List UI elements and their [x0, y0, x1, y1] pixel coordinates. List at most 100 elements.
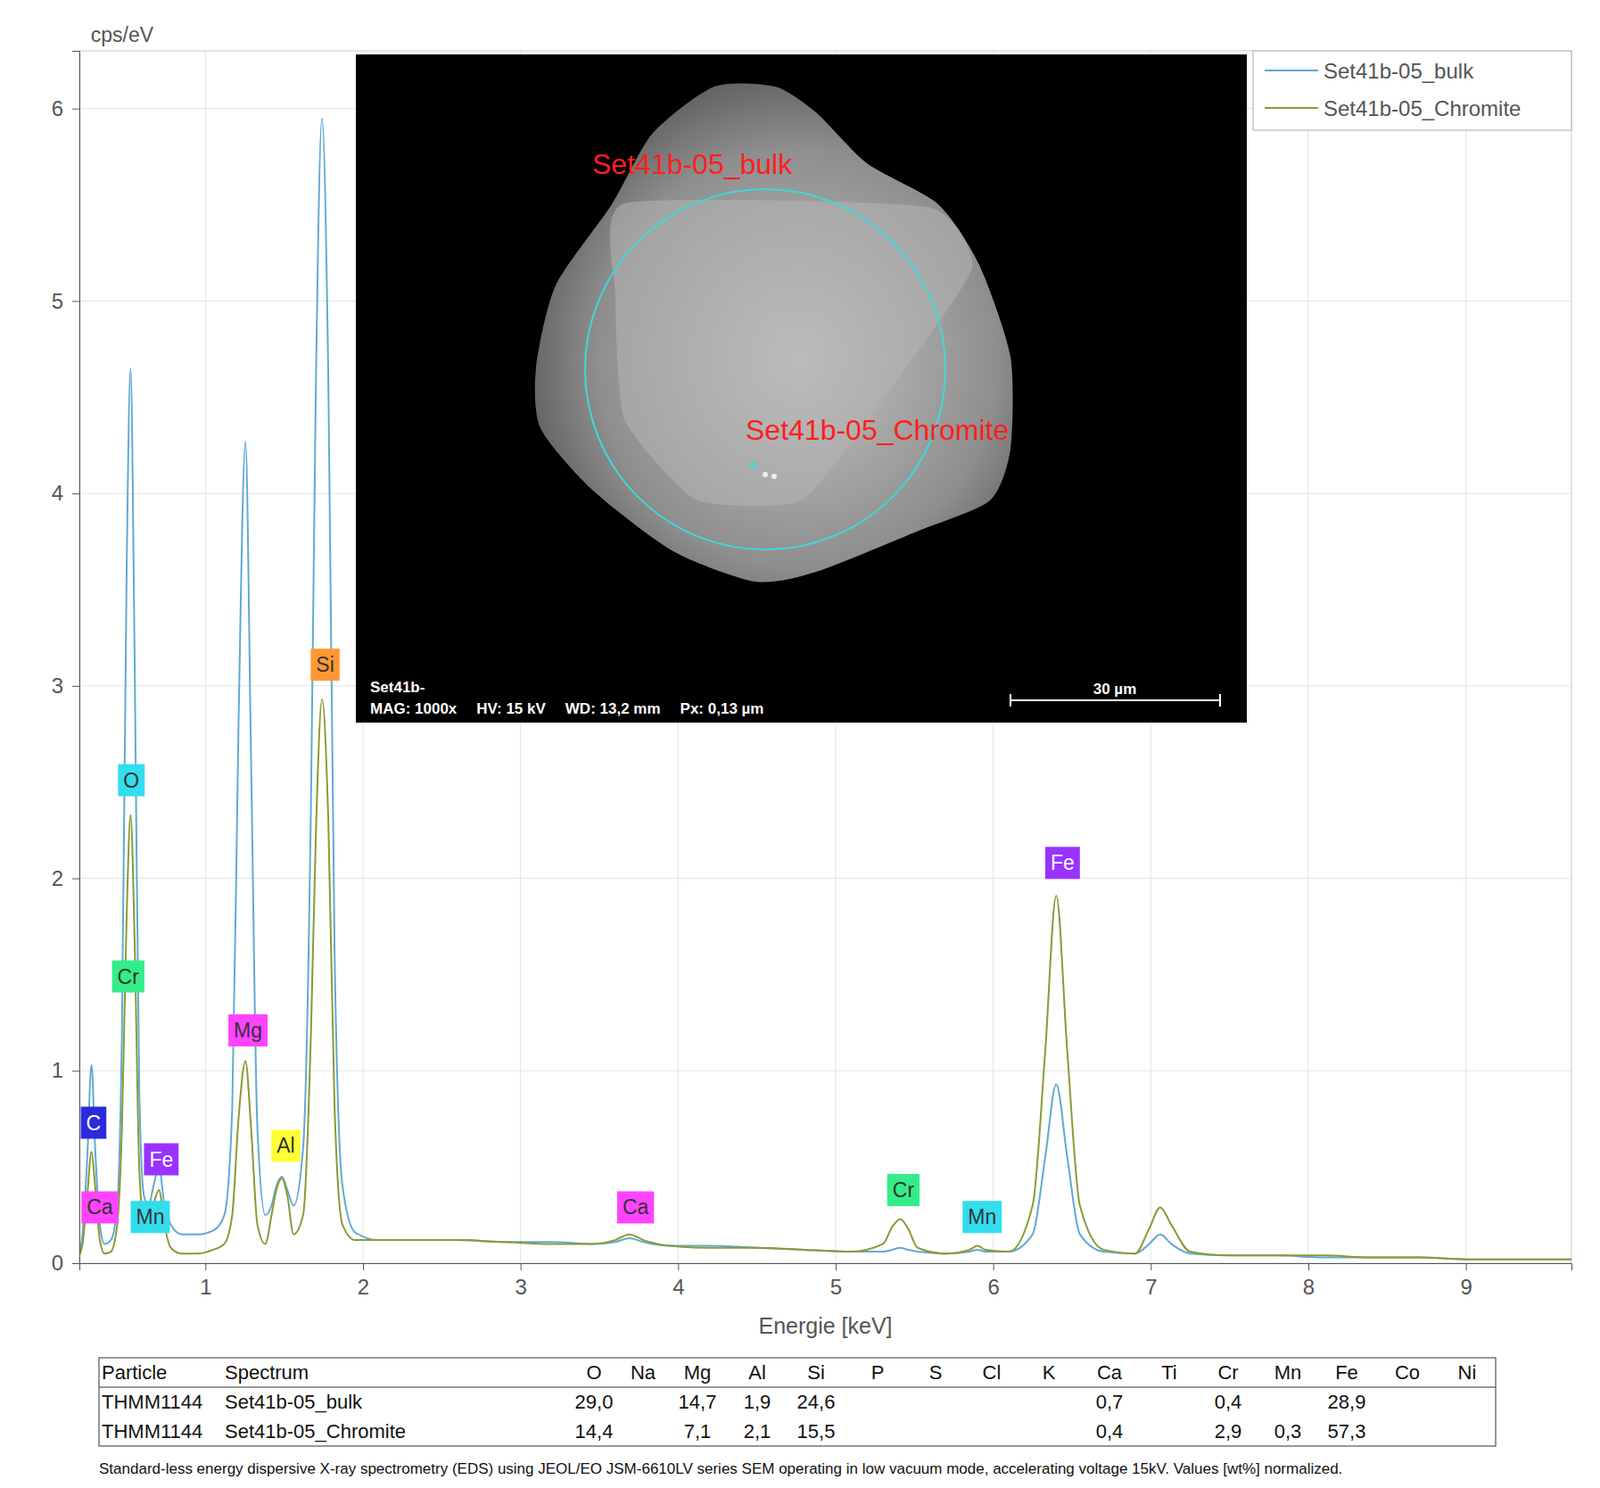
annotations: CCaOCrFeMnMgAlSiCaCrMnFe: [81, 648, 1081, 1233]
legend-label: Set41b-05_bulk: [1323, 58, 1475, 83]
table-header: Mn: [1274, 1360, 1303, 1384]
legend-label: Set41b-05_Chromite: [1323, 96, 1521, 121]
x-tick: 2: [357, 1262, 370, 1299]
caption: Standard-less energy dispersive X-ray sp…: [98, 1459, 1343, 1477]
x-tick-mark: [1308, 1262, 1310, 1271]
peak-label-text: Al: [276, 1133, 295, 1157]
peak-label-text: O: [123, 768, 140, 792]
peak-label-text: Mn: [136, 1204, 165, 1229]
peak-label-text: Fe: [1050, 850, 1075, 875]
table-cell: 14,4: [575, 1419, 614, 1443]
grain-facet: [610, 199, 973, 506]
image-background: [355, 54, 1247, 723]
peak-label: Ca: [81, 1190, 118, 1223]
table-cell: 0,3: [1274, 1419, 1303, 1443]
table-header: Na: [630, 1360, 657, 1384]
spectrum-line: [79, 699, 1572, 1260]
table-cell: 0,4: [1214, 1390, 1243, 1413]
peak-label-box: [1045, 846, 1081, 879]
table-cell: 2,1: [743, 1419, 772, 1443]
legend-swatch: [1264, 107, 1319, 109]
x-tick: 1: [199, 1262, 212, 1299]
scale-bar: [1010, 693, 1221, 707]
peak-label: Fe: [143, 1143, 179, 1176]
particle-dot: [771, 473, 777, 479]
grid-line: [1307, 50, 1309, 1263]
grid-line: [1465, 50, 1467, 1263]
x-tick-label: 9: [1459, 1274, 1472, 1299]
table-header: Ni: [1458, 1360, 1477, 1384]
y-tick-label: 5: [51, 288, 64, 314]
table-cell: 28,9: [1327, 1390, 1367, 1413]
table-frame: [98, 1357, 1496, 1446]
y-tick: 3: [51, 673, 80, 698]
peak-label-text: Fe: [148, 1147, 174, 1172]
y-tick-label: 0: [51, 1250, 64, 1275]
axis-line: [80, 1263, 1573, 1271]
x-tick-label: 4: [672, 1274, 685, 1299]
table-header: Cl: [982, 1360, 1002, 1384]
x-tick-label: 2: [357, 1274, 370, 1299]
x-tick: 9: [1459, 1262, 1472, 1299]
peak-label-box: [310, 648, 339, 681]
table-header: Cr: [1217, 1360, 1238, 1384]
peak-label: Fe: [1045, 846, 1081, 879]
peak-label-text: Cr: [117, 964, 141, 989]
grid-line: [79, 1070, 1572, 1072]
table-header: Ti: [1161, 1360, 1178, 1384]
table-header: K: [1042, 1360, 1056, 1384]
grain: [535, 82, 1014, 582]
table-cell: 7,1: [684, 1419, 712, 1443]
peak-label: Al: [271, 1129, 300, 1162]
grid-line: [79, 877, 1572, 879]
peak-label-box: [112, 960, 145, 993]
image-info: MAG: 1000x: [370, 700, 458, 718]
table-header: Particle: [101, 1360, 167, 1384]
peak-label-text: Mn: [967, 1204, 997, 1229]
x-tick-label: 7: [1145, 1274, 1157, 1299]
table-cell: 14,7: [678, 1390, 718, 1413]
grid-line: [205, 50, 207, 1263]
table-cell: 0,7: [1096, 1390, 1124, 1413]
peak-label-box: [962, 1200, 1002, 1233]
y-tick-mark: [72, 1262, 80, 1264]
peak-label-box: [887, 1173, 920, 1206]
table-cell: 57,3: [1327, 1419, 1367, 1443]
y-tick-label: 4: [51, 480, 64, 505]
peak-label-box: [131, 1200, 171, 1233]
image-info: WD: 13,2 mm: [565, 700, 661, 718]
table-header: Co: [1394, 1360, 1420, 1384]
x-tick-mark: [362, 1262, 364, 1271]
x-tick-mark: [1466, 1262, 1468, 1271]
y-tick-label: 1: [51, 1057, 64, 1082]
sem-image: Set41b-05_bulkSet41b-05_ChromiteSet41b-M…: [355, 54, 1247, 723]
y-tick: 2: [51, 865, 80, 891]
table: ParticleSpectrumONaMgAlSiPSClKCaTiCrMnFe…: [98, 1357, 1496, 1446]
x-tick-mark: [993, 1262, 995, 1271]
peak-label: Cr: [887, 1173, 920, 1206]
table-header: S: [929, 1360, 943, 1384]
table-cell: 2,9: [1214, 1419, 1243, 1443]
y-tick-mark: [72, 1070, 80, 1072]
grid: [79, 50, 1572, 1263]
y-tick-mark: [72, 300, 80, 302]
peak-label: Si: [310, 648, 339, 681]
peak-label-box: [143, 1143, 179, 1176]
peak-label: Cr: [112, 960, 145, 993]
legend-box: [1253, 50, 1572, 131]
y-tick: 6: [51, 96, 80, 121]
table-cell: 15,5: [797, 1419, 836, 1443]
image-info: Px: 0,13 µm: [680, 700, 765, 718]
peak-label: Ca: [617, 1190, 654, 1223]
peak-label: C: [81, 1106, 108, 1139]
spot-label: Set41b-05_Chromite: [745, 413, 1009, 446]
peak-label-text: Ca: [622, 1195, 650, 1219]
x-tick-mark: [1150, 1262, 1152, 1271]
legend-swatch: [1264, 69, 1319, 72]
y-tick: 4: [51, 480, 80, 505]
peak-label-text: C: [86, 1111, 102, 1135]
peak-label-box: [271, 1129, 300, 1162]
y-tick: 0: [51, 1250, 80, 1275]
table-cell: THMM1144: [101, 1390, 203, 1413]
figure: 1234567890123456Energie [keV]cps/eVSet41…: [0, 0, 1600, 1488]
